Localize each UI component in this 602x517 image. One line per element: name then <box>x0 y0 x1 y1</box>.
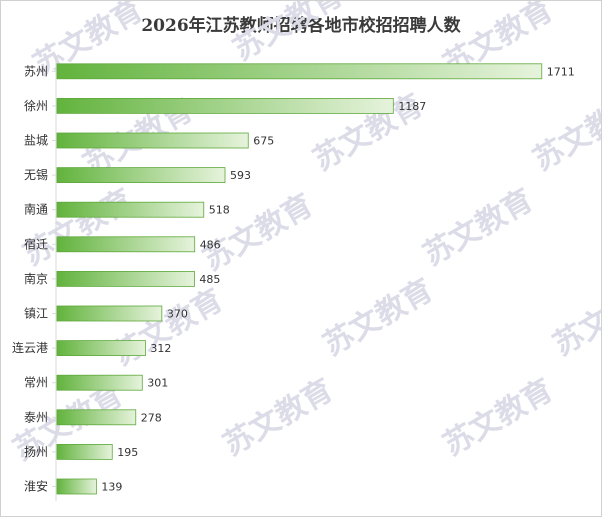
data-label: 485 <box>199 273 220 286</box>
data-label: 370 <box>167 308 188 321</box>
category-label: 镇江 <box>24 307 48 321</box>
category-label: 淮安 <box>24 479 48 494</box>
watermark-text: 苏文教育 <box>198 188 319 278</box>
bar <box>56 236 196 253</box>
bar <box>56 167 226 184</box>
data-label: 1187 <box>398 100 426 113</box>
bar <box>56 443 113 460</box>
watermark-text: 苏文教育 <box>528 88 602 178</box>
category-label: 连云港 <box>12 340 48 355</box>
watermark-text: 苏文教育 <box>218 373 339 463</box>
data-label: 518 <box>209 204 230 217</box>
watermark-text: 苏文教育 <box>418 183 539 273</box>
bars-group: 苏州 1711 徐州 1187 盐城 675 无锡 593 南通 518 宿迁 486 南京 485 镇江 3… <box>12 63 575 495</box>
data-label: 675 <box>253 135 274 148</box>
watermark-text: 苏文教育 <box>108 283 229 373</box>
watermark-text: 苏文教育 <box>228 1 349 68</box>
data-label: 1711 <box>547 65 575 78</box>
category-label: 南京 <box>24 271 48 286</box>
category-label: 苏州 <box>24 64 48 78</box>
watermark-text: 苏文教育 <box>548 273 602 363</box>
data-label: 195 <box>117 446 138 459</box>
watermark-text: 苏文教育 <box>18 183 139 273</box>
bar <box>56 340 146 357</box>
data-label: 312 <box>150 342 171 355</box>
category-label: 扬州 <box>24 444 48 459</box>
bar <box>56 270 195 287</box>
category-label: 宿迁 <box>24 236 48 251</box>
data-label: 486 <box>200 238 221 251</box>
category-label: 无锡 <box>24 167 48 182</box>
category-label: 徐州 <box>24 98 48 113</box>
bar <box>56 98 394 114</box>
bar <box>56 201 205 218</box>
category-label: 泰州 <box>24 410 48 424</box>
data-label: 301 <box>147 377 168 390</box>
bar <box>56 409 137 426</box>
bar <box>56 478 97 495</box>
data-label: 593 <box>230 169 251 182</box>
category-label: 南通 <box>24 202 48 217</box>
bar <box>56 63 543 80</box>
bar <box>56 374 143 391</box>
chart-title: 2026年江苏教师招聘各地市校招招聘人数 <box>141 16 461 36</box>
watermark-text: 苏文教育 <box>318 273 439 363</box>
bar <box>56 132 249 149</box>
category-label: 常州 <box>24 376 48 390</box>
watermark-text: 苏文教育 <box>438 373 559 463</box>
category-label: 盐城 <box>24 134 48 148</box>
bar <box>56 305 163 322</box>
data-label: 278 <box>141 411 162 424</box>
data-label: 139 <box>101 481 122 494</box>
